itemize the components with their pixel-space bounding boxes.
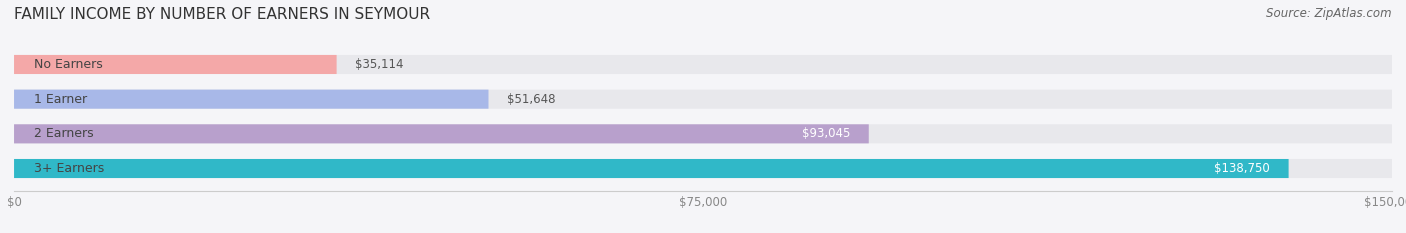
Text: Source: ZipAtlas.com: Source: ZipAtlas.com — [1267, 7, 1392, 20]
FancyBboxPatch shape — [14, 124, 1392, 143]
FancyBboxPatch shape — [14, 55, 336, 74]
Text: $35,114: $35,114 — [354, 58, 404, 71]
Text: $93,045: $93,045 — [801, 127, 851, 140]
FancyBboxPatch shape — [14, 159, 1288, 178]
Text: 1 Earner: 1 Earner — [34, 93, 87, 106]
Text: 2 Earners: 2 Earners — [34, 127, 94, 140]
Text: 3+ Earners: 3+ Earners — [34, 162, 104, 175]
FancyBboxPatch shape — [14, 159, 1392, 178]
Text: No Earners: No Earners — [34, 58, 103, 71]
FancyBboxPatch shape — [14, 90, 1392, 109]
FancyBboxPatch shape — [14, 90, 488, 109]
Text: $138,750: $138,750 — [1215, 162, 1270, 175]
FancyBboxPatch shape — [14, 124, 869, 143]
FancyBboxPatch shape — [14, 55, 1392, 74]
Text: FAMILY INCOME BY NUMBER OF EARNERS IN SEYMOUR: FAMILY INCOME BY NUMBER OF EARNERS IN SE… — [14, 7, 430, 22]
Text: $51,648: $51,648 — [508, 93, 555, 106]
